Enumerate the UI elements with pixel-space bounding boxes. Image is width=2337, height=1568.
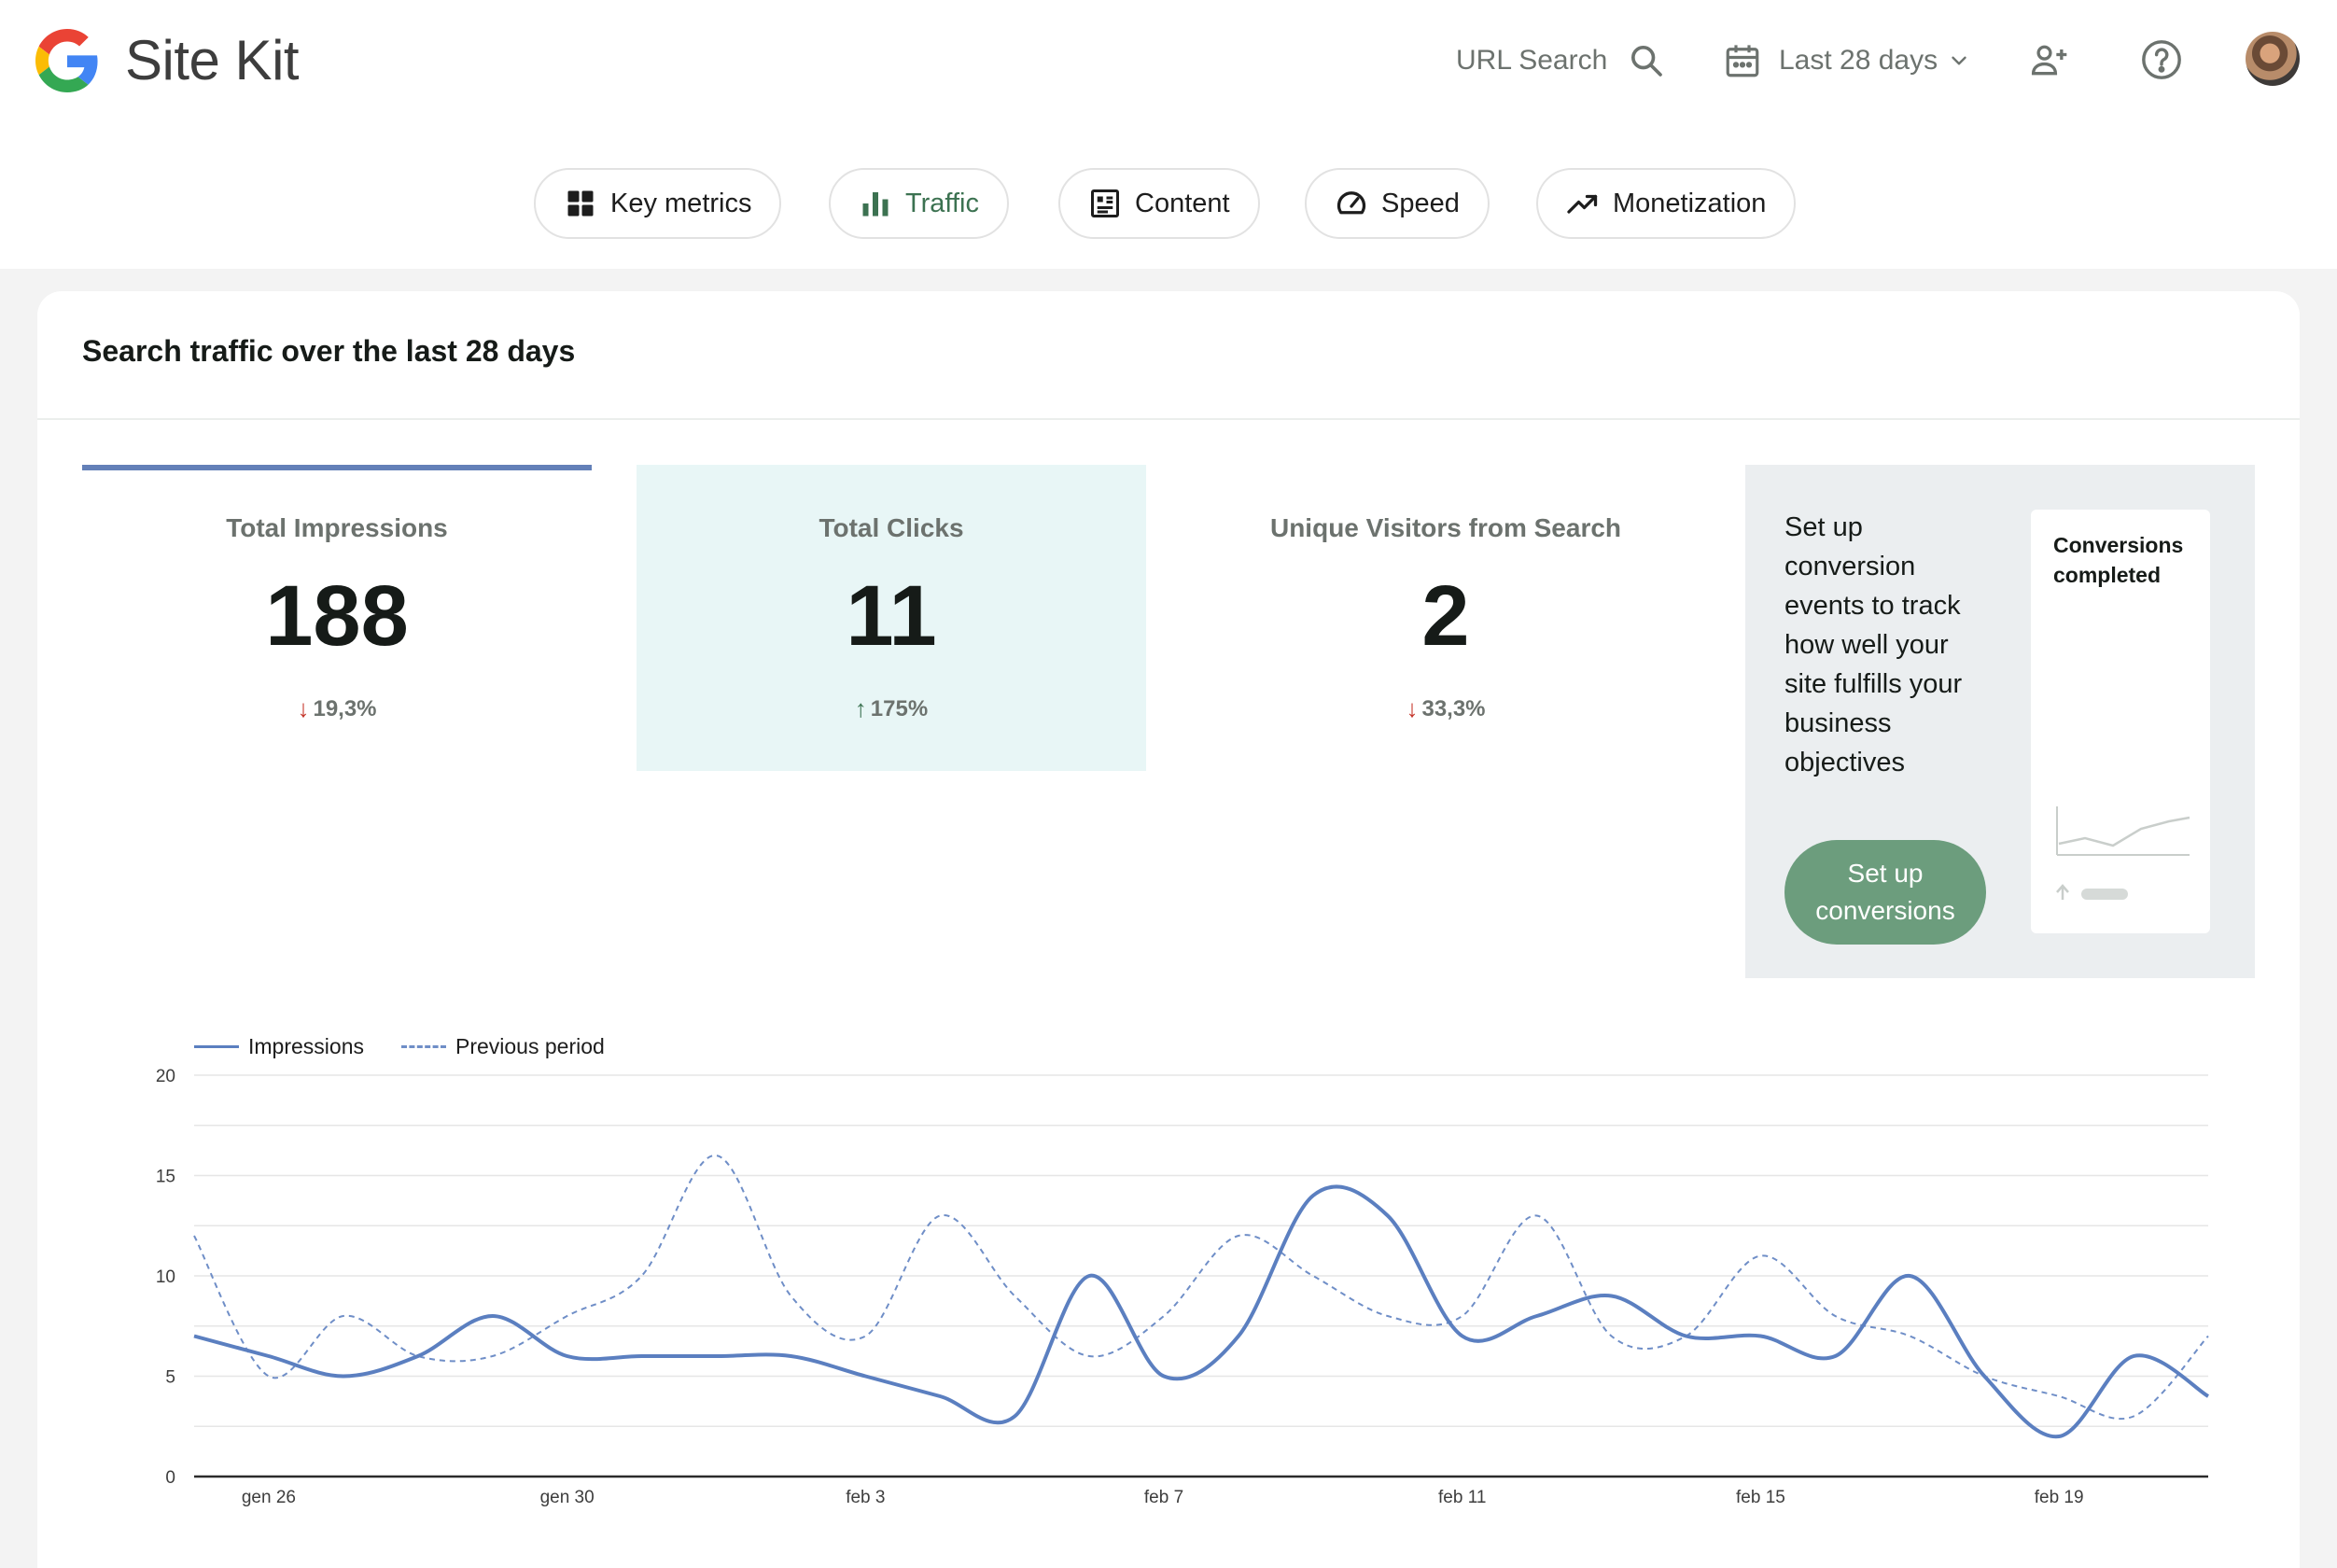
bar-chart-icon xyxy=(862,192,889,217)
brand-name: Site Kit xyxy=(125,29,300,91)
arrow-up-icon: ↑ xyxy=(854,694,867,722)
metric-change: ↓ 33,3% xyxy=(1191,694,1700,723)
metric-change: ↑ 175% xyxy=(637,694,1146,723)
tab-label: Key metrics xyxy=(610,188,752,218)
metric-value: 2 xyxy=(1421,568,1470,664)
tab-traffic[interactable]: Traffic xyxy=(829,168,1009,239)
url-search-label: URL Search xyxy=(1456,45,1608,76)
top-app-bar: Site Kit URL Search Last 28 days xyxy=(0,0,2337,269)
x-tick-label: feb 3 xyxy=(846,1488,885,1507)
metric-change-value: 19,3% xyxy=(313,695,377,721)
metric-change: ↓ 19,3% xyxy=(82,694,592,723)
tab-speed[interactable]: Speed xyxy=(1305,168,1490,239)
google-g-icon xyxy=(35,28,98,92)
trending-up-icon xyxy=(1567,194,1598,214)
series-line-impressions xyxy=(193,1184,2210,1439)
dashboard-nav: Key metrics Traffic Content Speed xyxy=(0,168,2337,241)
metric-total-clicks[interactable]: Total Clicks 11 ↑ 175% xyxy=(637,465,1146,771)
x-tick-label: feb 19 xyxy=(2035,1488,2084,1507)
add-user-button[interactable] xyxy=(2022,32,2078,88)
metric-label: Unique Visitors from Search xyxy=(1269,513,1622,542)
y-tick-label: 20 xyxy=(156,1067,175,1086)
date-range-label: Last 28 days xyxy=(1779,45,1938,76)
date-range-selector[interactable]: Last 28 days xyxy=(1723,34,1971,88)
metric-label: Total Clicks xyxy=(819,513,964,542)
chart-legend: Impressions Previous period xyxy=(194,1034,605,1059)
url-search-button[interactable]: URL Search xyxy=(1456,34,1665,88)
legend-swatch-solid xyxy=(194,1045,239,1048)
tab-label: Traffic xyxy=(905,188,979,218)
conversions-description: Set up conversion events to track how we… xyxy=(1784,512,1963,777)
legend-impressions: Impressions xyxy=(248,1034,364,1058)
x-tick-label: feb 11 xyxy=(1438,1488,1486,1507)
grid-icon xyxy=(567,190,594,217)
legend-previous-period: Previous period xyxy=(455,1034,605,1058)
search-icon xyxy=(1631,46,1663,77)
series-line-previous-period xyxy=(193,1154,2209,1421)
person-add-icon xyxy=(2031,45,2067,76)
set-up-conversions-button[interactable]: Set up conversions xyxy=(1784,840,1986,945)
tab-monetization[interactable]: Monetization xyxy=(1536,168,1797,239)
y-tick-label: 0 xyxy=(165,1468,175,1488)
conversions-preview-card: Conversions completed xyxy=(2031,510,2210,933)
help-icon xyxy=(2142,40,2181,79)
y-tick-label: 10 xyxy=(156,1267,175,1287)
legend-swatch-dashed xyxy=(400,1045,446,1048)
impressions-line-chart: 0 5 10 15 20 gen 26 gen 30 feb 3 feb 7 feb 11 feb … xyxy=(156,1067,2210,1507)
search-traffic-card: Search traffic over the last 28 days Tot… xyxy=(37,291,2300,1568)
calendar-icon xyxy=(1726,45,1759,77)
help-button[interactable] xyxy=(2134,32,2190,88)
x-tick-label: gen 30 xyxy=(540,1488,595,1507)
metric-label: Total Impressions xyxy=(226,513,448,542)
tab-label: Speed xyxy=(1381,188,1460,218)
content-icon xyxy=(1091,189,1119,217)
arrow-down-icon: ↓ xyxy=(1406,694,1419,722)
x-tick-label: feb 15 xyxy=(1736,1488,1785,1507)
chevron-down-icon xyxy=(1952,56,1966,65)
metric-change-value: 33,3% xyxy=(1421,695,1486,721)
site-kit-logo[interactable]: Site Kit xyxy=(35,28,300,92)
tab-label: Monetization xyxy=(1613,188,1767,218)
x-tick-label: gen 26 xyxy=(242,1488,296,1507)
metric-value: 11 xyxy=(846,568,937,664)
metric-total-impressions[interactable]: Total Impressions 188 ↓ 19,3% xyxy=(82,465,592,771)
metric-change-value: 175% xyxy=(870,695,929,721)
card-title: Search traffic over the last 28 days xyxy=(82,334,576,368)
metric-value: 188 xyxy=(265,568,409,664)
y-tick-label: 5 xyxy=(165,1368,175,1388)
speedometer-icon xyxy=(1336,191,1366,215)
preview-chart-graphic xyxy=(2056,806,2190,900)
user-avatar[interactable] xyxy=(2246,32,2300,86)
x-tick-label: feb 7 xyxy=(1144,1488,1183,1507)
divider xyxy=(37,418,2300,420)
arrow-down-icon: ↓ xyxy=(297,694,310,722)
y-tick-label: 15 xyxy=(156,1168,175,1187)
tab-key-metrics[interactable]: Key metrics xyxy=(534,168,782,239)
selected-metric-indicator xyxy=(82,465,592,470)
tab-content[interactable]: Content xyxy=(1058,168,1260,239)
conversions-cta: Set up conversion events to track how we… xyxy=(1745,465,2255,978)
metric-unique-visitors[interactable]: Unique Visitors from Search 2 ↓ 33,3% xyxy=(1191,465,1700,771)
preview-title: Conversions completed xyxy=(2053,533,2184,587)
tab-label: Content xyxy=(1135,188,1230,218)
